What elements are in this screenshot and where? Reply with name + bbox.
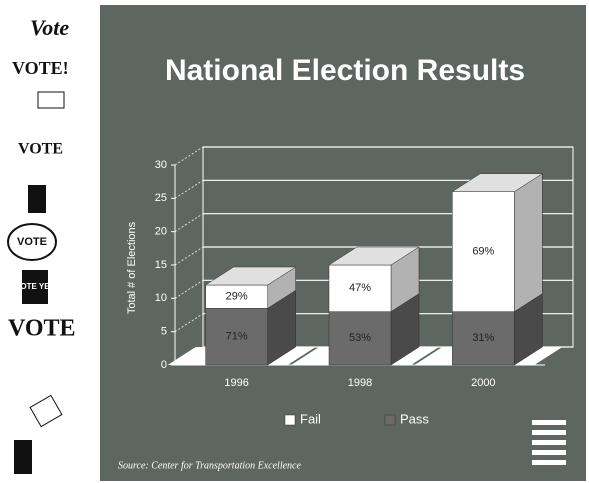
legend-swatch bbox=[284, 414, 296, 426]
value-label: 53% bbox=[349, 332, 371, 344]
value-label: 47% bbox=[349, 282, 371, 294]
thumb-icon bbox=[28, 185, 46, 213]
grid-line bbox=[174, 313, 204, 333]
bar bbox=[452, 191, 515, 312]
bar bbox=[452, 311, 515, 366]
sidebar-text: VOTE bbox=[17, 236, 47, 248]
bar-top-shade bbox=[205, 267, 296, 285]
y-tick-label: 30 bbox=[155, 159, 167, 171]
x-tick-label: 1996 bbox=[224, 377, 248, 389]
sidebar-text: VOTE! bbox=[12, 58, 69, 78]
logo-bar bbox=[532, 460, 566, 465]
sidebar-icons: Vote VOTE! VOTE VOTE VOTE YES VOTE bbox=[7, 15, 76, 474]
value-label: 31% bbox=[472, 332, 494, 344]
bar-top-shade bbox=[452, 173, 543, 192]
logo-bar bbox=[532, 430, 566, 435]
bar bbox=[328, 264, 392, 312]
logo-bar bbox=[532, 420, 566, 425]
grid-line bbox=[174, 213, 204, 233]
grid-line bbox=[174, 179, 204, 199]
bar bbox=[205, 308, 268, 366]
bar-top bbox=[451, 173, 544, 192]
sidebar-text: Vote bbox=[30, 15, 69, 40]
logo bbox=[532, 420, 566, 465]
bar bbox=[328, 311, 392, 366]
x-tick-label: 1998 bbox=[348, 377, 372, 389]
bar-side-shade bbox=[514, 293, 543, 365]
bar-top bbox=[204, 266, 297, 286]
hand-icon bbox=[29, 394, 63, 428]
logo-bar bbox=[532, 450, 566, 455]
y-tick-label: 15 bbox=[155, 259, 167, 271]
y-tick-label: 5 bbox=[161, 326, 167, 338]
y-tick-label: 0 bbox=[161, 359, 167, 371]
y-axis-label: Total # of Elections bbox=[126, 221, 138, 314]
bar-side-shade bbox=[391, 247, 419, 312]
thumb-icon bbox=[14, 440, 32, 474]
legend-label: Fail bbox=[300, 411, 321, 426]
bar-top bbox=[328, 246, 420, 266]
logo-bar bbox=[532, 440, 566, 445]
legend-swatch bbox=[384, 414, 396, 426]
sign-icon bbox=[22, 270, 48, 304]
bar-side-shade bbox=[391, 293, 419, 365]
bar-side-shade bbox=[267, 290, 296, 365]
grid-line bbox=[174, 246, 204, 266]
chart-title: National Election Results bbox=[165, 54, 525, 87]
bar-side-shade bbox=[514, 173, 543, 312]
value-label: 71% bbox=[226, 331, 248, 343]
source: Source: Center for Transportation Excell… bbox=[118, 460, 301, 471]
grid-line bbox=[174, 146, 204, 166]
badge-icon bbox=[7, 223, 57, 261]
bar-top-shade bbox=[329, 247, 419, 265]
x-tick-label: 2000 bbox=[471, 377, 495, 389]
sidebar-text: VOTE YES bbox=[15, 282, 56, 291]
grid-line bbox=[174, 279, 204, 299]
y-tick-label: 20 bbox=[155, 226, 167, 238]
sidebar-text: VOTE bbox=[8, 316, 76, 342]
bar-side-shade bbox=[267, 267, 296, 309]
y-tick-label: 10 bbox=[155, 292, 167, 304]
legend-label: Pass bbox=[400, 411, 429, 426]
value-label: 69% bbox=[472, 246, 494, 258]
y-tick-label: 25 bbox=[155, 192, 167, 204]
ballot-icon bbox=[37, 91, 65, 109]
value-label: 29% bbox=[226, 291, 248, 303]
sidebar-text: VOTE bbox=[18, 141, 63, 158]
